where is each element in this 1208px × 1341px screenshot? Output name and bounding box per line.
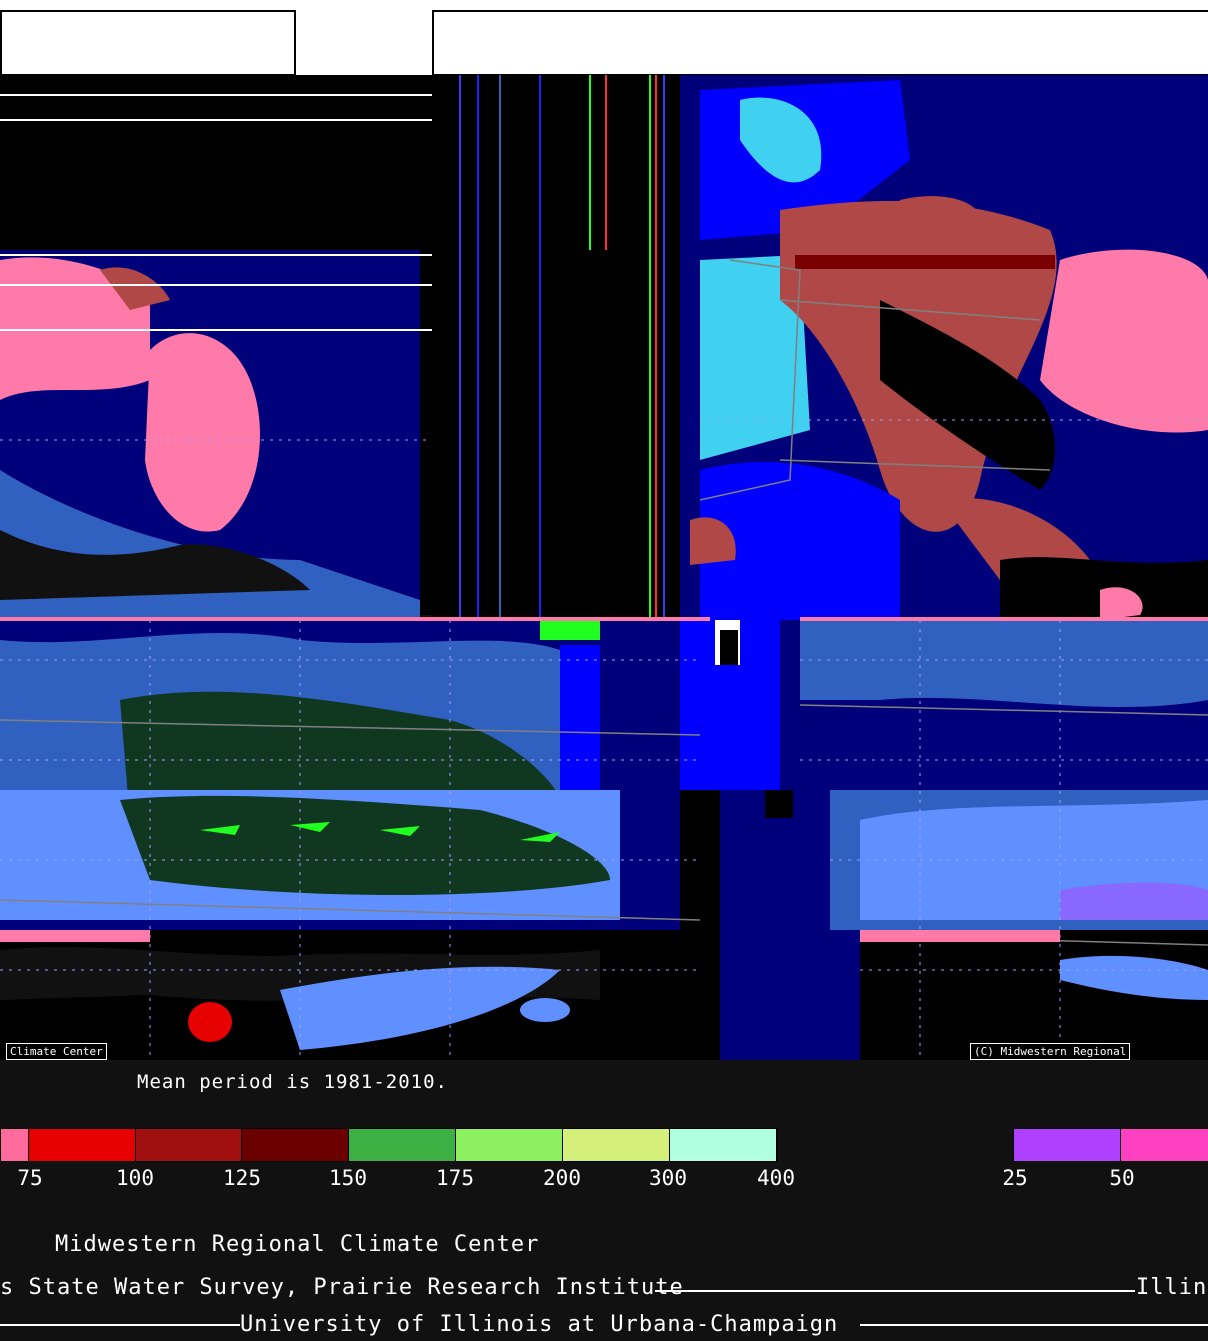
mean-period-caption: Mean period is 1981-2010. xyxy=(137,1071,448,1093)
state-boundaries xyxy=(0,259,1208,946)
grid-lines xyxy=(0,419,1208,1060)
glitch-bands xyxy=(0,617,1208,942)
legend-swatch xyxy=(563,1129,670,1161)
legend-swatch xyxy=(349,1129,456,1161)
legend-tick: 25 xyxy=(1002,1166,1028,1190)
legend-swatch xyxy=(29,1129,136,1161)
footer-survey: s State Water Survey, Prairie Research I… xyxy=(0,1275,684,1300)
middle-column xyxy=(432,75,712,620)
legend-tick: 100 xyxy=(116,1166,154,1190)
legend-tick: 125 xyxy=(223,1166,261,1190)
footer-rule xyxy=(655,1290,1135,1292)
left-map-streaks xyxy=(0,94,432,331)
footer-center-name: Midwestern Regional Climate Center xyxy=(55,1232,540,1257)
climate-map xyxy=(0,75,1208,1060)
legend-swatch xyxy=(670,1129,777,1161)
legend-tick: 50 xyxy=(1109,1166,1135,1190)
legend-tick: 300 xyxy=(649,1166,687,1190)
bottom-right-map xyxy=(680,620,1208,1060)
right-panel-frame xyxy=(432,10,1208,76)
legend-tick: 200 xyxy=(543,1166,581,1190)
legend-swatch xyxy=(456,1129,563,1161)
legend-right-bar xyxy=(1013,1128,1208,1162)
map-credit-right: (C) Midwestern Regional xyxy=(970,1043,1131,1060)
legend-swatch xyxy=(1121,1129,1208,1161)
legend-tick: 175 xyxy=(436,1166,474,1190)
left-panel-frame xyxy=(0,10,296,76)
left-map-regions xyxy=(0,250,420,620)
right-upper-map xyxy=(680,75,1208,630)
bottom-left-map xyxy=(0,620,710,1060)
footer-rule xyxy=(860,1324,1208,1326)
legend-swatch xyxy=(242,1129,349,1161)
legend-tick: 75 xyxy=(17,1166,43,1190)
footer-university: University of Illinois at Urbana-Champai… xyxy=(240,1312,839,1337)
legend-tick: 150 xyxy=(329,1166,367,1190)
legend-tick: 400 xyxy=(757,1166,795,1190)
legend-swatch xyxy=(1,1129,29,1161)
footer-state-right: Illinois xyxy=(1136,1275,1208,1300)
footer-rule xyxy=(0,1324,240,1326)
legend-swatch xyxy=(136,1129,242,1161)
legend-swatch xyxy=(1014,1129,1121,1161)
legend-left-bar xyxy=(0,1128,778,1162)
map-credit-left: Climate Center xyxy=(6,1043,107,1060)
